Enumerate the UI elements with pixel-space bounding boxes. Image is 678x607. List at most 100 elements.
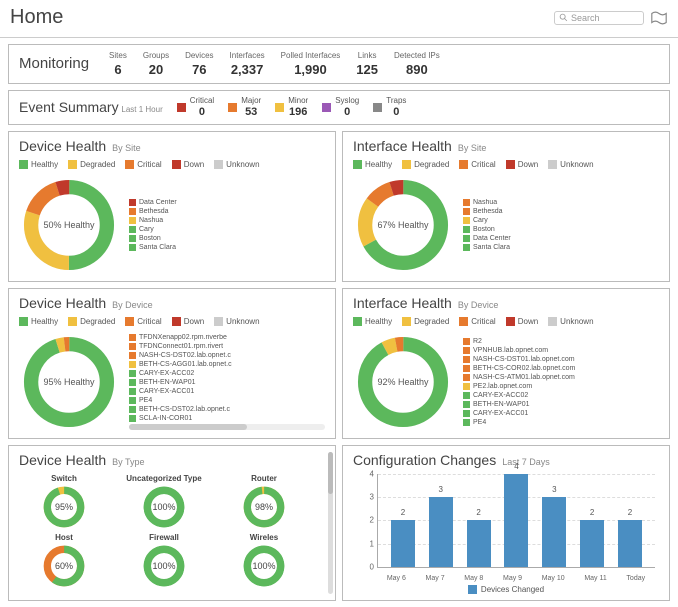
device-type-cell[interactable]: Host 60%: [19, 533, 109, 588]
list-item[interactable]: NASH-CS-ATM01.lab.opnet.com: [463, 374, 575, 381]
device-type-cell[interactable]: Switch 95%: [19, 474, 109, 529]
list-item[interactable]: Boston: [129, 235, 177, 242]
list-item[interactable]: Cary: [129, 226, 177, 233]
top-bar: Home Search: [0, 0, 678, 38]
bar[interactable]: 2: [580, 520, 604, 567]
list-item[interactable]: VPNHUB.lab.opnet.com: [463, 347, 575, 354]
list-item[interactable]: NASH-CS-DST02.lab.opnet.c: [129, 352, 325, 359]
list-item[interactable]: R2: [463, 338, 575, 345]
list-item[interactable]: PE4: [129, 397, 325, 404]
event-category[interactable]: Syslog0: [322, 97, 359, 118]
device-type-cell[interactable]: Wireles 100%: [219, 533, 309, 588]
status-swatch: [129, 235, 136, 242]
stat-value: 20: [143, 62, 169, 77]
list-item[interactable]: SCLA-IN-COR01: [129, 415, 325, 422]
item-name: PE4: [473, 419, 486, 426]
event-category[interactable]: Traps0: [373, 97, 406, 118]
donut-chart: 92% Healthy: [353, 332, 453, 432]
list-item[interactable]: TFDNConnect01.rpm.rivert: [129, 343, 325, 350]
item-name: VPNHUB.lab.opnet.com: [473, 347, 548, 354]
stat-value: 6: [109, 62, 127, 77]
legend-item: Down: [172, 317, 204, 326]
list-item[interactable]: CARY-EX-ACC02: [463, 392, 575, 399]
stat-label: Detected IPs: [394, 51, 440, 60]
legend-item: Degraded: [68, 317, 115, 326]
vertical-scroll[interactable]: [328, 452, 333, 594]
type-ring: 100%: [142, 544, 186, 588]
stat-item: Detected IPs 890: [394, 51, 440, 77]
status-swatch: [463, 401, 470, 408]
item-name: CARY-EX-ACC02: [473, 392, 528, 399]
list-item[interactable]: BETH-CS-COR02.lab.opnet.com: [463, 365, 575, 372]
stat-label: Devices: [185, 51, 213, 60]
list-item[interactable]: Santa Clara: [463, 244, 511, 251]
horizontal-scroll[interactable]: [129, 424, 325, 430]
panel-title: Interface Health: [353, 138, 452, 154]
device-type-cell[interactable]: Uncategorized Type 100%: [119, 474, 209, 529]
list-item[interactable]: Cary: [463, 217, 511, 224]
legend-swatch: [19, 317, 28, 326]
legend-label: Unknown: [226, 160, 259, 169]
bar[interactable]: 3: [542, 497, 566, 567]
status-swatch: [129, 208, 136, 215]
status-swatch: [129, 226, 136, 233]
donut-label: 50% Healthy: [39, 220, 99, 230]
list-item[interactable]: NASH-CS-DST01.lab.opnet.com: [463, 356, 575, 363]
list-item[interactable]: BETH-EN-WAP01: [129, 379, 325, 386]
bar[interactable]: 2: [467, 520, 491, 567]
list-item[interactable]: Bethesda: [463, 208, 511, 215]
list-item[interactable]: BETH-CS-DST02.lab.opnet.c: [129, 406, 325, 413]
device-health-device-panel: Device HealthBy Device HealthyDegradedCr…: [8, 288, 336, 439]
list-item[interactable]: CARY-EX-ACC01: [463, 410, 575, 417]
donut-label: 67% Healthy: [373, 220, 433, 230]
panel-subtitle: By Device: [458, 300, 499, 310]
dashboard-icon[interactable]: [650, 9, 668, 27]
list-item[interactable]: Data Center: [463, 235, 511, 242]
device-type-cell[interactable]: Router 98%: [219, 474, 309, 529]
list-item[interactable]: Santa Clara: [129, 244, 177, 251]
list-item[interactable]: CARY-EX-ACC02: [129, 370, 325, 377]
status-swatch: [129, 379, 136, 386]
list-item[interactable]: Bethesda: [129, 208, 177, 215]
status-swatch: [463, 199, 470, 206]
panel-subtitle: By Device: [112, 300, 153, 310]
x-label: May 11: [584, 575, 606, 582]
event-category[interactable]: Critical0: [177, 97, 214, 118]
item-name: Santa Clara: [139, 244, 176, 251]
stat-value: 890: [394, 62, 440, 77]
event-category[interactable]: Major53: [228, 97, 261, 118]
bar[interactable]: 3: [429, 497, 453, 567]
item-name: Bethesda: [473, 208, 503, 215]
severity-name: Critical: [190, 97, 214, 106]
list-item[interactable]: Data Center: [129, 199, 177, 206]
bar-chart: 012342324322 May 6May 7May 8May 9May 10M…: [353, 474, 659, 594]
stat-value: 76: [185, 62, 213, 77]
severity-count: 0: [344, 106, 350, 118]
list-item[interactable]: Nashua: [129, 217, 177, 224]
bar[interactable]: 2: [618, 520, 642, 567]
bar[interactable]: 2: [391, 520, 415, 567]
list-item[interactable]: PE2.lab.opnet.com: [463, 383, 575, 390]
list-item[interactable]: Nashua: [463, 199, 511, 206]
severity-name: Syslog: [335, 97, 359, 106]
item-name: Cary: [473, 217, 488, 224]
list-item[interactable]: TFDNXenapp02.rpm.riverbe: [129, 334, 325, 341]
donut-label: 92% Healthy: [373, 377, 433, 387]
type-percent: 95%: [55, 502, 73, 512]
event-category[interactable]: Minor196: [275, 97, 308, 118]
device-type-cell[interactable]: Firewall 100%: [119, 533, 209, 588]
health-legend: HealthyDegradedCriticalDownUnknown: [19, 317, 325, 326]
legend-label: Healthy: [31, 317, 58, 326]
list-item[interactable]: BETH-EN-WAP01: [463, 401, 575, 408]
legend-item: Unknown: [548, 317, 593, 326]
legend-label: Critical: [471, 317, 495, 326]
list-item[interactable]: PE4: [463, 419, 575, 426]
bar[interactable]: 4: [504, 474, 528, 567]
list-item[interactable]: BETH-CS-AGG01.lab.opnet.c: [129, 361, 325, 368]
legend-item: Healthy: [353, 317, 392, 326]
list-item[interactable]: Boston: [463, 226, 511, 233]
list-item[interactable]: CARY-EX-ACC01: [129, 388, 325, 395]
type-name: Firewall: [119, 533, 209, 542]
search-input[interactable]: Search: [554, 11, 644, 25]
status-swatch: [463, 419, 470, 426]
